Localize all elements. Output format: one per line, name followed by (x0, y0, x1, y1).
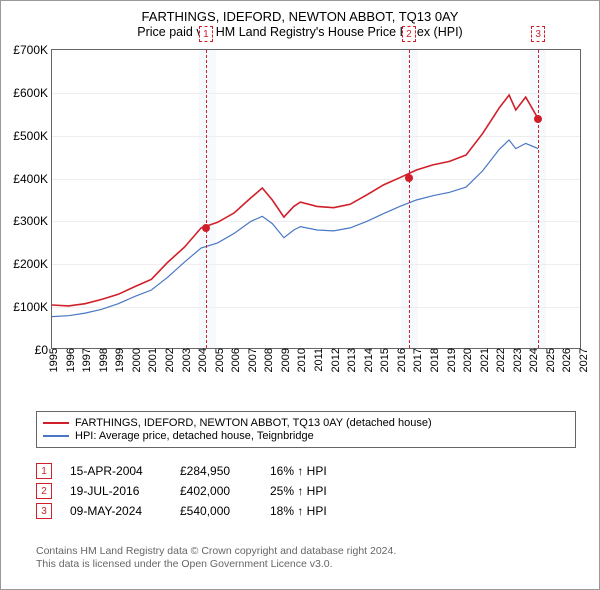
x-tick-label: 2003 (177, 348, 193, 372)
x-tick-label: 2018 (425, 348, 441, 372)
event-table-row: 2 19-JUL-2016£402,00025% ↑ HPI (36, 483, 327, 499)
x-tick-label: 2014 (359, 348, 375, 372)
event-date: 19-JUL-2016 (70, 484, 180, 498)
chart-frame: FARTHINGS, IDEFORD, NEWTON ABBOT, TQ13 0… (0, 0, 600, 590)
footnote: Contains HM Land Registry data © Crown c… (36, 545, 576, 571)
x-tick-label: 2017 (408, 348, 424, 372)
x-tick-label: 2020 (458, 348, 474, 372)
x-tick-label: 2005 (210, 348, 226, 372)
footnote-line1: Contains HM Land Registry data © Crown c… (36, 545, 396, 557)
x-tick-label: 1997 (77, 348, 93, 372)
plot-area: £0£100K£200K£300K£400K£500K£600K£700K199… (51, 49, 581, 349)
event-price: £540,000 (180, 504, 270, 518)
x-tick-label: 1999 (110, 348, 126, 372)
event-badge: 1 (36, 463, 52, 479)
x-tick-label: 2012 (326, 348, 342, 372)
event-date: 09-MAY-2024 (70, 504, 180, 518)
event-vline (206, 50, 207, 348)
event-vline (409, 50, 410, 348)
x-tick-label: 2015 (375, 348, 391, 372)
event-badge: 2 (36, 483, 52, 499)
legend-label: HPI: Average price, detached house, Teig… (75, 430, 314, 442)
event-table-row: 3 09-MAY-2024£540,00018% ↑ HPI (36, 503, 327, 519)
x-tick-label: 2007 (243, 348, 259, 372)
y-tick-label: £600K (13, 86, 52, 100)
x-tick-label: 2023 (508, 348, 524, 372)
y-tick-label: £500K (13, 129, 52, 143)
legend-label: FARTHINGS, IDEFORD, NEWTON ABBOT, TQ13 0… (75, 417, 432, 429)
chart-legend: FARTHINGS, IDEFORD, NEWTON ABBOT, TQ13 0… (36, 411, 576, 448)
event-pct: 16% ↑ HPI (270, 464, 327, 478)
x-tick-label: 2019 (442, 348, 458, 372)
x-tick-label: 2000 (127, 348, 143, 372)
x-tick-label: 2009 (276, 348, 292, 372)
event-dot (534, 115, 542, 123)
x-tick-label: 2001 (143, 348, 159, 372)
event-dot (202, 224, 210, 232)
x-tick-label: 2008 (259, 348, 275, 372)
legend-row: HPI: Average price, detached house, Teig… (43, 430, 569, 442)
event-date: 15-APR-2004 (70, 464, 180, 478)
x-tick-label: 2025 (541, 348, 557, 372)
legend-swatch (43, 422, 69, 424)
event-badge: 3 (36, 503, 52, 519)
event-pct: 18% ↑ HPI (270, 504, 327, 518)
y-tick-label: £200K (13, 257, 52, 271)
event-marker-badge: 2 (402, 26, 416, 42)
events-table: 1 15-APR-2004£284,95016% ↑ HPI 2 19-JUL-201… (36, 459, 327, 523)
x-tick-label: 2022 (491, 348, 507, 372)
x-tick-label: 1998 (94, 348, 110, 372)
event-marker-badge: 3 (531, 26, 545, 42)
event-price: £402,000 (180, 484, 270, 498)
x-tick-label: 2010 (292, 348, 308, 372)
x-tick-label: 2024 (524, 348, 540, 372)
event-vline (538, 50, 539, 348)
series-svg (52, 50, 582, 350)
x-tick-label: 2013 (342, 348, 358, 372)
x-tick-label: 2011 (309, 348, 325, 372)
y-tick-label: £700K (13, 43, 52, 57)
x-tick-label: 2027 (574, 348, 590, 372)
event-marker-badge: 1 (199, 26, 213, 42)
x-tick-label: 2006 (226, 348, 242, 372)
x-tick-label: 2016 (392, 348, 408, 372)
x-tick-label: 2026 (557, 348, 573, 372)
event-dot (405, 174, 413, 182)
y-tick-label: £300K (13, 214, 52, 228)
x-tick-label: 2002 (160, 348, 176, 372)
event-table-row: 1 15-APR-2004£284,95016% ↑ HPI (36, 463, 327, 479)
x-tick-label: 2021 (475, 348, 491, 372)
y-tick-label: £100K (13, 300, 52, 314)
x-tick-label: 2004 (193, 348, 209, 372)
footnote-line2: This data is licensed under the Open Gov… (36, 558, 333, 570)
event-pct: 25% ↑ HPI (270, 484, 327, 498)
chart-subtitle: Price paid vs. HM Land Registry's House … (11, 25, 589, 39)
x-tick-label: 1996 (61, 348, 77, 372)
series-line (52, 140, 538, 317)
legend-row: FARTHINGS, IDEFORD, NEWTON ABBOT, TQ13 0… (43, 417, 569, 429)
x-tick-label: 1995 (44, 348, 60, 372)
legend-swatch (43, 435, 69, 437)
y-tick-label: £400K (13, 172, 52, 186)
event-price: £284,950 (180, 464, 270, 478)
chart-title: FARTHINGS, IDEFORD, NEWTON ABBOT, TQ13 0… (11, 9, 589, 24)
series-line (52, 95, 538, 306)
